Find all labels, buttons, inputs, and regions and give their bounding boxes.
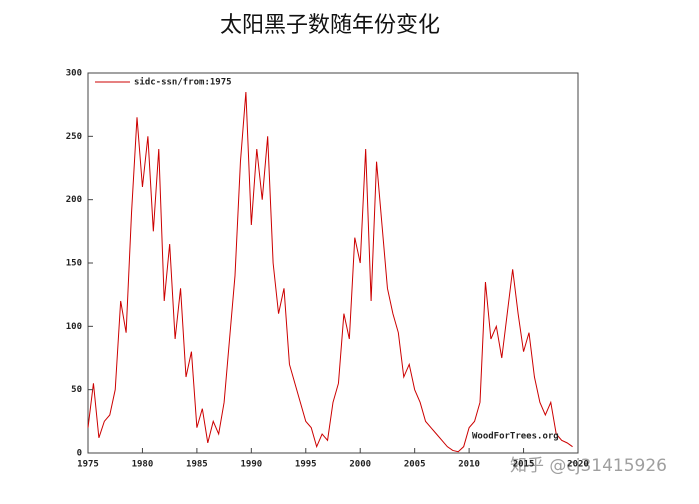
y-tick-label: 150 [66,259,82,269]
x-tick-label: 2020 [567,460,589,470]
chart-title: 太阳黑子数随年份变化 [220,13,440,38]
y-tick-label: 200 [66,195,82,205]
data-line [87,91,573,453]
x-tick-label: 2000 [349,460,371,470]
x-tick-label: 2005 [404,460,426,470]
x-tick-label: 1980 [132,460,154,470]
x-tick-label: 2010 [458,460,480,470]
watermark: 知乎 @cj31415926 [510,456,667,476]
y-tick-label: 250 [66,132,82,142]
y-tick-label: 300 [66,69,82,79]
x-tick-label: 1985 [186,460,208,470]
y-tick-label: 50 [71,385,82,395]
y-tick-label: 100 [66,322,82,332]
x-tick-label: 1990 [240,460,262,470]
x-tick-label: 2015 [513,460,535,470]
y-tick-label: 0 [77,449,82,459]
annotation: WoodForTrees.org [472,432,559,442]
x-tick-label: 1995 [295,460,317,470]
plot-frame [87,72,579,454]
x-tick-label: 1975 [77,460,99,470]
legend-label: sidc-ssn/from:1975 [134,77,232,88]
